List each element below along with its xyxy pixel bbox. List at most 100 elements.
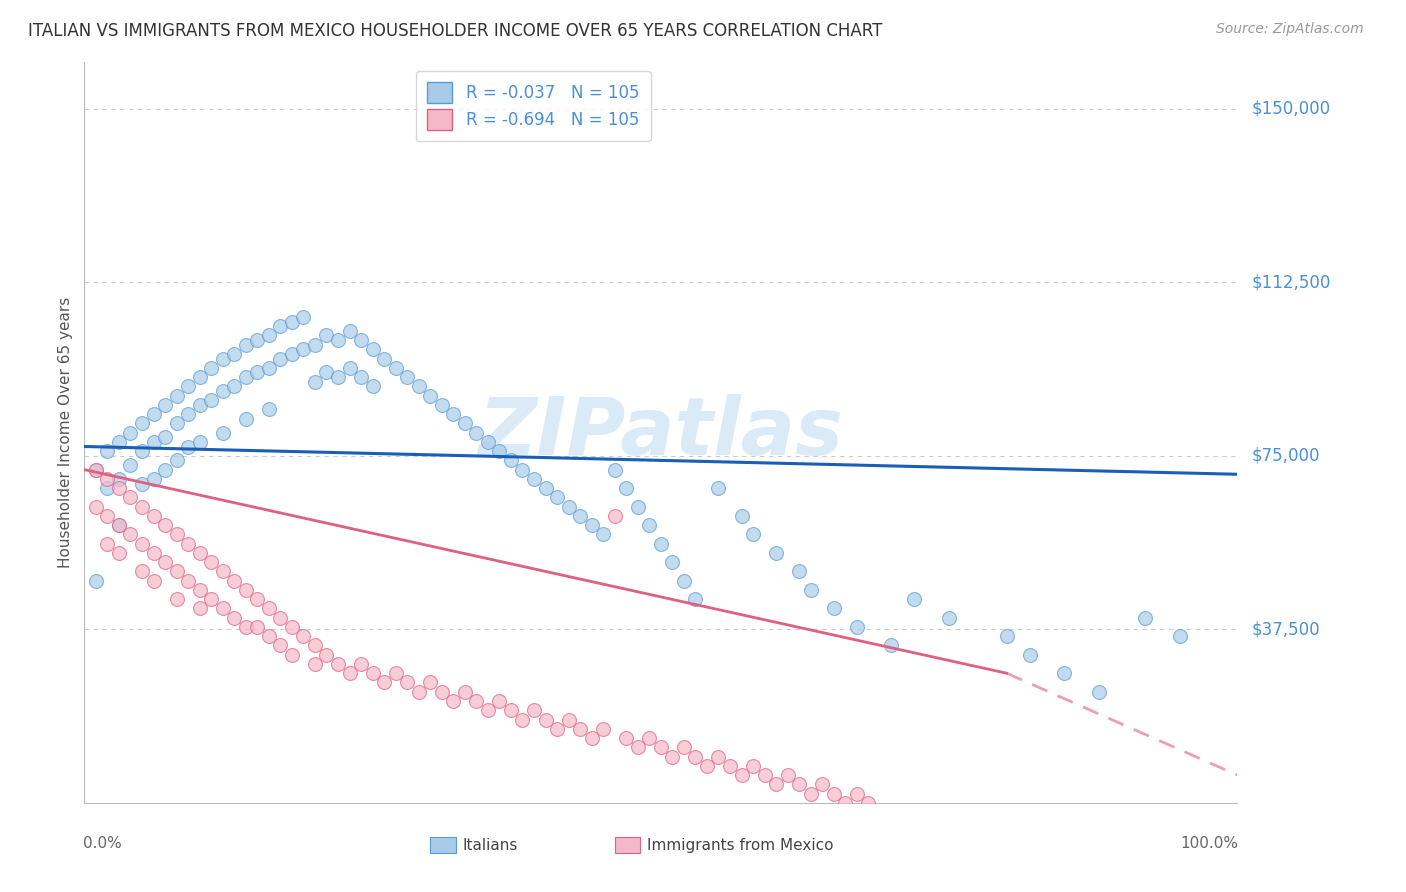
Point (131, 476, 153, 491)
Point (96, 472, 118, 486)
Point (108, 472, 131, 486)
Point (730, 768, 752, 782)
Point (800, 582, 823, 597)
Point (246, 366, 269, 380)
Point (534, 481, 557, 495)
Point (512, 713, 534, 727)
Point (569, 508, 592, 523)
Point (569, 722, 592, 736)
Point (153, 518, 176, 533)
Point (581, 731, 603, 745)
Point (211, 425, 233, 440)
Point (315, 328, 337, 343)
Point (246, 333, 269, 347)
Point (592, 527, 614, 541)
Point (177, 574, 200, 588)
Point (235, 337, 257, 351)
Point (638, 518, 661, 533)
Point (166, 388, 188, 402)
Point (269, 319, 291, 334)
Point (120, 527, 142, 541)
Point (257, 360, 280, 375)
Point (166, 592, 188, 607)
Point (235, 370, 257, 384)
Point (361, 343, 384, 357)
Point (396, 370, 419, 384)
Point (419, 675, 441, 690)
Point (108, 518, 131, 533)
Point (235, 411, 257, 425)
Point (120, 458, 142, 472)
Point (166, 565, 188, 579)
Point (84, 462, 107, 476)
Point (685, 592, 707, 607)
Point (384, 360, 406, 375)
Point (350, 657, 373, 671)
Point (211, 351, 233, 366)
Point (166, 453, 188, 467)
Text: $112,500: $112,500 (1251, 273, 1330, 291)
Point (869, 805, 891, 819)
Point (488, 694, 510, 708)
Point (534, 713, 557, 727)
Point (131, 500, 153, 514)
Point (142, 546, 165, 560)
Point (512, 462, 534, 476)
Point (938, 610, 960, 624)
Point (718, 758, 741, 772)
Point (153, 555, 176, 569)
Point (120, 491, 142, 505)
Point (557, 713, 579, 727)
Point (361, 379, 384, 393)
Point (257, 402, 280, 417)
Point (153, 398, 176, 412)
Point (396, 675, 419, 690)
Point (120, 425, 142, 440)
Point (108, 546, 131, 560)
Text: 100.0%: 100.0% (1181, 836, 1239, 851)
Point (257, 328, 280, 343)
Point (281, 314, 304, 328)
Point (108, 481, 131, 495)
Point (973, 888, 995, 892)
Point (153, 430, 176, 444)
Point (823, 787, 845, 801)
Point (224, 379, 246, 393)
Point (131, 417, 153, 431)
Point (96, 481, 118, 495)
Point (281, 648, 304, 662)
Point (211, 601, 233, 615)
Point (672, 740, 695, 755)
Point (441, 407, 464, 421)
Point (108, 434, 131, 449)
Point (927, 851, 949, 865)
Point (384, 666, 406, 681)
Text: ITALIAN VS IMMIGRANTS FROM MEXICO HOUSEHOLDER INCOME OVER 65 YEARS CORRELATION C: ITALIAN VS IMMIGRANTS FROM MEXICO HOUSEH… (28, 22, 883, 40)
Point (188, 434, 211, 449)
Point (650, 740, 672, 755)
Point (603, 508, 626, 523)
Point (188, 370, 211, 384)
Point (903, 833, 925, 847)
Point (523, 472, 546, 486)
Point (177, 379, 200, 393)
Point (200, 393, 222, 408)
Point (419, 388, 441, 402)
Point (1053, 666, 1076, 681)
Point (787, 777, 810, 791)
Point (361, 666, 384, 681)
Point (546, 722, 568, 736)
Point (292, 629, 315, 643)
Point (304, 639, 326, 653)
Point (177, 407, 200, 421)
Point (131, 565, 153, 579)
Point (730, 508, 752, 523)
Point (269, 351, 291, 366)
Point (858, 796, 880, 810)
Point (477, 434, 499, 449)
Point (454, 685, 477, 699)
Point (811, 777, 834, 791)
Point (614, 731, 637, 745)
Point (339, 360, 361, 375)
Point (304, 657, 326, 671)
